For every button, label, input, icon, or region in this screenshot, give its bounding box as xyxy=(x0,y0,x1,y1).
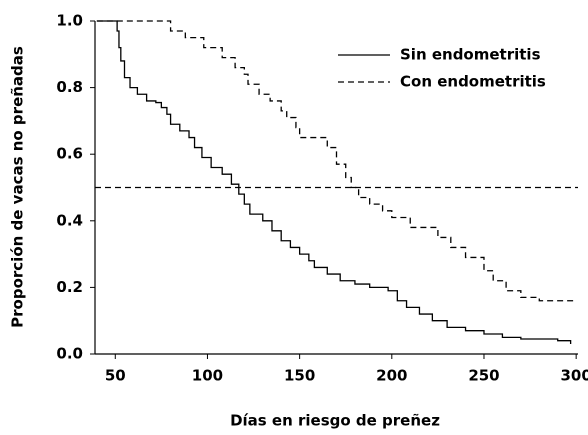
y-tick-label: 0.8 xyxy=(56,78,83,96)
y-axis-label: Proporción de vacas no preñadas xyxy=(9,46,27,328)
legend-label: Con endometritis xyxy=(400,73,546,91)
y-tick-label: 0.2 xyxy=(56,278,83,296)
x-tick-label: 300 xyxy=(561,367,588,385)
x-tick-label: 100 xyxy=(192,367,223,385)
y-tick-label: 0.6 xyxy=(56,145,83,163)
y-tick-label: 0.0 xyxy=(56,345,83,363)
x-tick-label: 50 xyxy=(105,367,126,385)
x-tick-label: 250 xyxy=(468,367,499,385)
legend-label: Sin endometritis xyxy=(400,46,541,64)
y-tick-label: 0.4 xyxy=(56,211,83,229)
x-axis-label: Días en riesgo de preñez xyxy=(230,412,440,430)
survival-line xyxy=(96,20,572,345)
survival-line xyxy=(96,20,577,302)
x-tick-label: 200 xyxy=(376,367,407,385)
y-tick-label: 1.0 xyxy=(56,12,83,30)
x-tick-label: 150 xyxy=(284,367,315,385)
